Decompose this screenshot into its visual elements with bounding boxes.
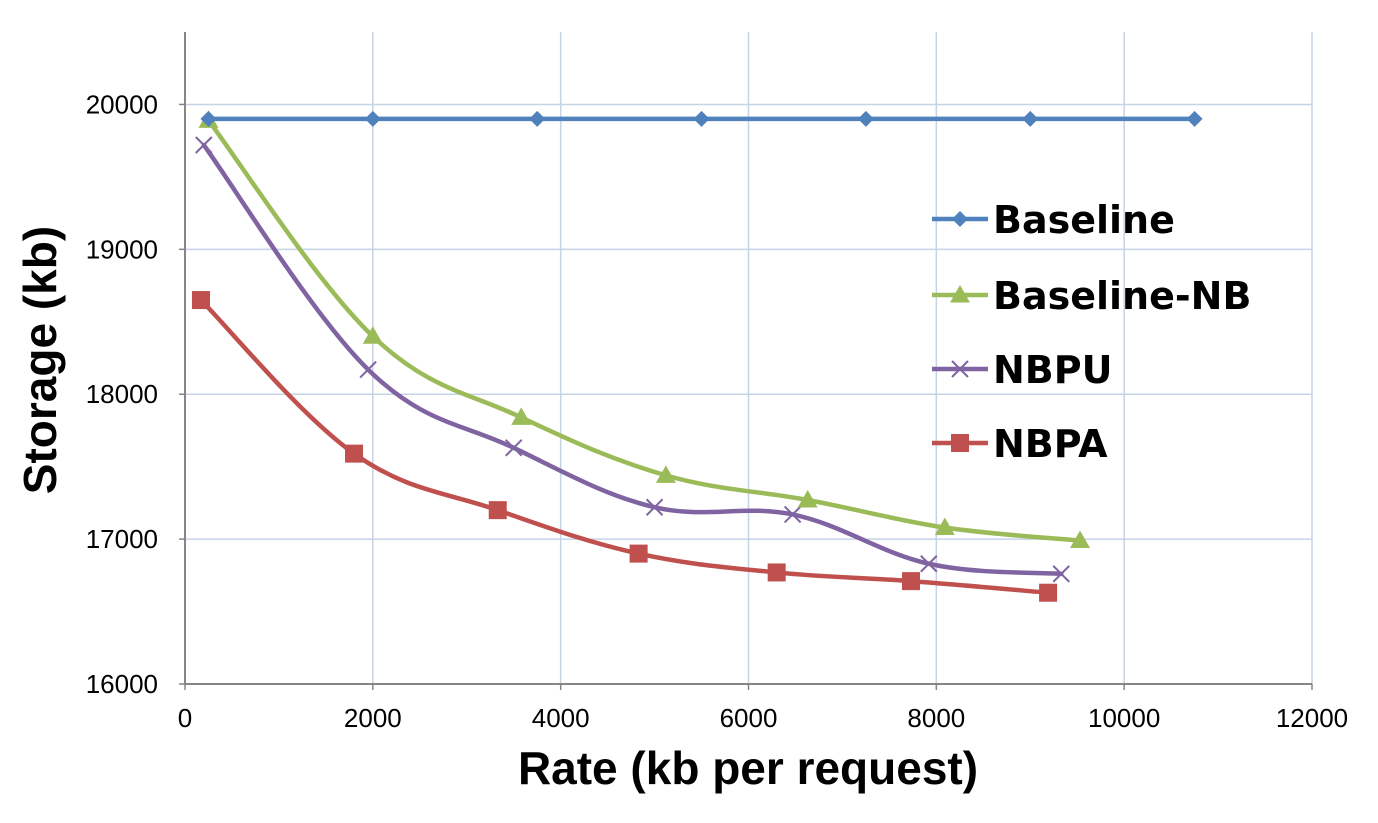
x-marker-stroke (951, 360, 969, 378)
data-point-nbpa (901, 572, 920, 591)
data-point-nbpu (505, 439, 523, 457)
series-nbpa (191, 291, 1058, 602)
data-point-nbpa (345, 444, 364, 463)
x-tick-label: 2000 (344, 703, 402, 733)
data-point-baseline (529, 110, 546, 127)
legend-label-nbpa: NBPA (993, 422, 1108, 466)
y-tick-label: 16000 (86, 669, 158, 699)
data-point-baseline (200, 110, 217, 127)
data-point-nbpu (920, 555, 938, 573)
legend-item-baseline: Baseline (932, 198, 1175, 242)
legend-item-nbpu: NBPU (932, 348, 1112, 392)
y-tick-labels: 16000 17000 18000 19000 20000 (86, 89, 158, 699)
x-marker-stroke (645, 498, 664, 516)
legend-marker-nbpu (951, 360, 969, 378)
series-baseline-nb (198, 110, 1091, 549)
x-tick-label: 4000 (532, 703, 590, 733)
legend-label-baseline: Baseline (993, 198, 1175, 242)
y-tick-label: 18000 (86, 379, 158, 409)
x-axis-title: Rate (kb per request) (518, 742, 978, 794)
x-tick-labels: 0 2000 4000 6000 8000 10000 12000 (178, 703, 1348, 733)
data-point-nbpu (195, 136, 213, 154)
data-point-nbpa (191, 291, 210, 310)
data-point-baseline (1186, 110, 1203, 127)
series-line-nbpu (201, 142, 1064, 577)
x-tick-label: 12000 (1276, 703, 1348, 733)
series-line-nbpa (198, 297, 1051, 595)
legend-marker-nbpa (951, 434, 969, 452)
data-point-nbpa (1039, 583, 1058, 602)
x-tick-label: 0 (178, 703, 192, 733)
legend-label-nbpu: NBPU (993, 348, 1112, 392)
data-point-nbpu (359, 360, 377, 379)
data-point-baseline (364, 110, 381, 127)
y-axis-title: Storage (kb) (14, 226, 66, 494)
data-point-baseline-nb (511, 407, 532, 425)
data-point-baseline-nb (362, 326, 383, 344)
axes (179, 32, 1313, 690)
data-point-nbpa (629, 544, 648, 563)
data-point-baseline-nb (655, 465, 676, 483)
data-point-baseline (693, 110, 710, 127)
data-point-nbpu (645, 498, 664, 516)
x-marker-stroke (783, 505, 802, 524)
data-point-baseline-nb (1070, 530, 1091, 549)
x-marker-stroke (359, 360, 377, 379)
data-point-nbpa (767, 563, 786, 582)
x-tick-label: 10000 (1088, 703, 1160, 733)
x-marker-stroke (920, 555, 938, 573)
legend-marker-baseline (952, 211, 968, 227)
x-tick-label: 8000 (907, 703, 965, 733)
y-tick-label: 19000 (86, 234, 158, 264)
x-marker-stroke (505, 439, 523, 457)
series-baseline (200, 110, 1203, 127)
x-marker-stroke (1052, 565, 1070, 583)
y-tick-label: 20000 (86, 89, 158, 119)
legend-marker-baseline-nb (950, 285, 970, 303)
legend: Baseline Baseline-NB NBPU NBPA (932, 198, 1251, 466)
legend-item-nbpa: NBPA (932, 422, 1108, 466)
data-point-nbpa (488, 501, 507, 520)
data-point-baseline (1022, 110, 1039, 127)
series-line-baseline-nb (206, 118, 1083, 543)
legend-item-baseline-nb: Baseline-NB (932, 274, 1251, 318)
data-point-baseline-nb (934, 517, 955, 536)
data-point-baseline-nb (797, 489, 818, 508)
series-group (191, 110, 1203, 602)
x-marker-stroke (195, 136, 213, 154)
data-point-nbpu (783, 505, 802, 524)
legend-label-baseline-nb: Baseline-NB (993, 274, 1251, 318)
data-point-baseline (857, 110, 874, 127)
data-point-nbpu (1052, 565, 1070, 583)
gridlines (185, 32, 1313, 684)
y-tick-label: 17000 (86, 524, 158, 554)
series-nbpu (195, 136, 1070, 583)
x-tick-label: 6000 (720, 703, 778, 733)
